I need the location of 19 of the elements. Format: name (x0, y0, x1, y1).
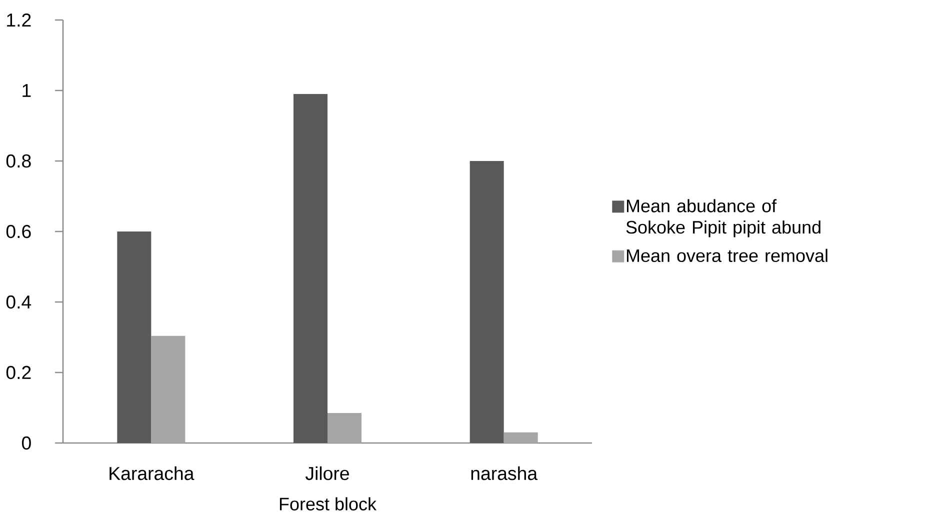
x-axis-title: Forest block (280, 497, 377, 510)
y-tick-label: 0.8 (6, 154, 31, 168)
y-tick-label: 0.4 (6, 295, 32, 309)
bar (294, 94, 328, 443)
x-tick-label: narasha (471, 466, 538, 480)
y-tick-label: 0 (22, 436, 31, 450)
x-tick-label: Jilore (305, 466, 349, 480)
bar (470, 161, 504, 443)
y-tick-label: 1 (22, 84, 31, 97)
legend-label: Mean abudance of Sokoke Pipit pipit abund (626, 199, 820, 238)
bar (328, 413, 362, 443)
bar (504, 432, 538, 443)
y-tick-label: 0.6 (6, 224, 31, 238)
legend-label: Mean overa tree removal (626, 248, 828, 262)
bar (117, 232, 152, 443)
y-tick-label: 1.2 (7, 13, 31, 27)
bar (151, 336, 186, 443)
x-tick-label: Kararacha (110, 466, 194, 480)
y-tick-label: 0.2 (6, 366, 31, 380)
